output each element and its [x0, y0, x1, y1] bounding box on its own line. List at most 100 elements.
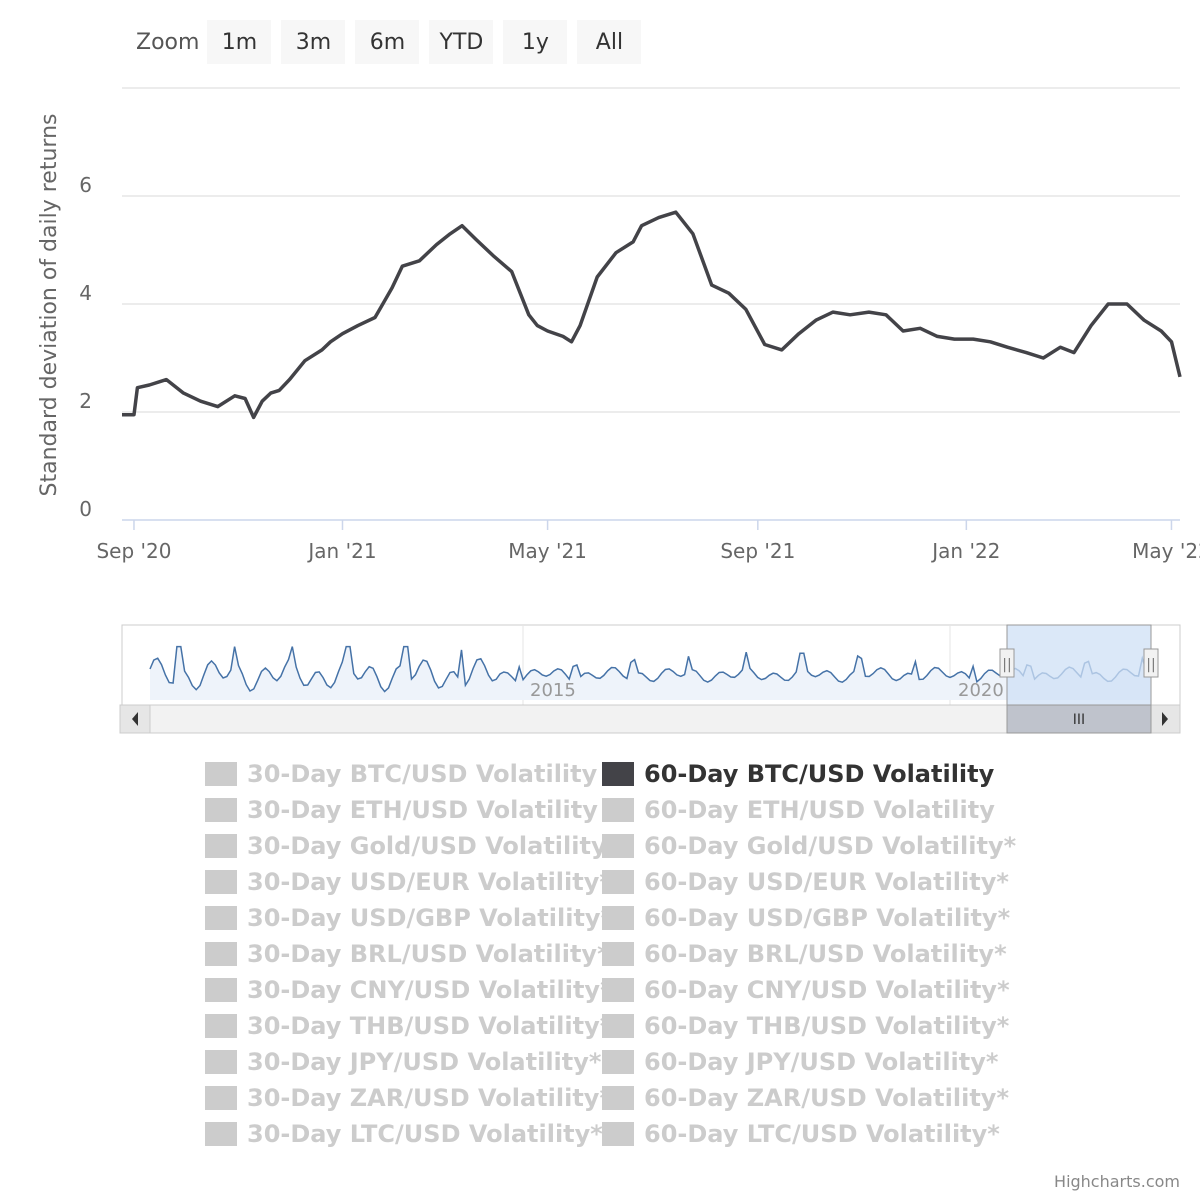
y-axis-title: Standard deviation of daily returns [37, 114, 62, 497]
legend-label: 60-Day ZAR/USD Volatility* [644, 1084, 1010, 1112]
handle-grip-icon: || [1002, 657, 1011, 673]
legend-swatch [205, 798, 237, 822]
legend-item[interactable]: 60-Day BTC/USD Volatility [602, 760, 994, 788]
x-tick-label: Jan '22 [930, 539, 1000, 563]
legend-item[interactable]: 30-Day BRL/USD Volatility* [205, 940, 610, 968]
legend-label: 60-Day LTC/USD Volatility* [644, 1120, 1000, 1148]
legend-label: 30-Day ETH/USD Volatility [247, 796, 598, 824]
zoom-1m-button[interactable]: 1m [207, 20, 272, 64]
x-tick-label: Sep '20 [96, 539, 171, 563]
navigator-year-label: 2015 [530, 680, 576, 701]
x-tick-label: Sep '21 [720, 539, 795, 563]
navigator-series-line [149, 645, 1151, 693]
main-chart: 0 2 4 6 Sep '20 Jan '21 May '21 Sep '21 Jan '22… [37, 87, 1200, 563]
legend-label: 60-Day BTC/USD Volatility [644, 760, 995, 788]
legend-swatch [205, 942, 237, 966]
zoom-6m-button[interactable]: 6m [355, 20, 420, 64]
zoom-ytd-button[interactable]: YTD [429, 20, 494, 64]
legend-label: 30-Day USD/GBP Volatility* [247, 904, 614, 932]
legend-item[interactable]: 60-Day THB/USD Volatility* [602, 1012, 1009, 1040]
navigator-series-area [150, 646, 1150, 700]
zoom-3m-button[interactable]: 3m [281, 20, 346, 64]
legend-swatch [205, 1122, 237, 1146]
navigator-left-handle[interactable]: || [999, 648, 1015, 678]
legend-swatch [205, 834, 237, 858]
legend-item[interactable]: 30-Day ZAR/USD Volatility* [205, 1084, 612, 1112]
legend-label: 30-Day CNY/USD Volatility* [247, 976, 613, 1004]
legend-item[interactable]: 60-Day CNY/USD Volatility* [602, 976, 1010, 1004]
legend-label: 30-Day Gold/USD Volatility* [247, 832, 620, 860]
legend-swatch [205, 870, 237, 894]
x-tick-label: May '22 [1132, 539, 1200, 563]
legend-swatch [205, 978, 237, 1002]
legend-item[interactable]: 60-Day ETH/USD Volatility [602, 796, 995, 824]
series-line-60d-btc[interactable] [122, 210, 1182, 420]
zoom-1y-button[interactable]: 1y [503, 20, 568, 64]
legend-label: 30-Day JPY/USD Volatility* [247, 1048, 602, 1076]
legend-label: 60-Day Gold/USD Volatility* [644, 832, 1017, 860]
legend-item[interactable]: 30-Day THB/USD Volatility* [205, 1012, 612, 1040]
x-tick-label: May '21 [508, 539, 587, 563]
legend-label: 60-Day CNY/USD Volatility* [644, 976, 1010, 1004]
legend-swatch [602, 1086, 634, 1110]
legend-swatch [602, 798, 634, 822]
y-tick-label: 0 [79, 497, 92, 521]
x-axis: Sep '20 Jan '21 May '21 Sep '21 Jan '22 May '… [96, 519, 1200, 563]
legend-swatch [602, 942, 634, 966]
series-layer [122, 210, 1182, 420]
legend-label: 60-Day THB/USD Volatility* [644, 1012, 1010, 1040]
legend-item[interactable]: 60-Day USD/EUR Volatility* [602, 868, 1009, 896]
legend-label: 30-Day USD/EUR Volatility* [247, 868, 612, 896]
scrollbar-thumb[interactable] [1006, 704, 1152, 734]
legend-item[interactable]: 30-Day ETH/USD Volatility [205, 796, 598, 824]
legend-item[interactable]: 60-Day JPY/USD Volatility* [602, 1048, 998, 1076]
y-tick-label: 4 [79, 281, 92, 305]
legend-item[interactable]: 60-Day ZAR/USD Volatility* [602, 1084, 1009, 1112]
legend-item[interactable]: 30-Day CNY/USD Volatility* [205, 976, 613, 1004]
arrow-left-icon [132, 712, 138, 726]
scrollbar-grip-icon: III [1073, 712, 1085, 728]
legend-item[interactable]: 60-Day LTC/USD Volatility* [602, 1120, 1000, 1148]
range-selector: Zoom 1m 3m 6m YTD 1y All [122, 20, 651, 64]
legend-swatch [602, 1122, 634, 1146]
handle-grip-icon: || [1146, 657, 1155, 673]
x-tick-label: Jan '21 [306, 539, 376, 563]
y-tick-label: 6 [79, 173, 92, 197]
legend-label: 30-Day BTC/USD Volatility [247, 760, 598, 788]
legend-label: 30-Day LTC/USD Volatility* [247, 1120, 603, 1148]
legend-swatch [205, 1050, 237, 1074]
legend-label: 60-Day USD/EUR Volatility* [644, 868, 1009, 896]
y-axis-ticks: 0 2 4 6 [79, 173, 92, 521]
legend-item[interactable]: 60-Day BRL/USD Volatility* [602, 940, 1007, 968]
legend-label: 60-Day ETH/USD Volatility [644, 796, 995, 824]
legend-item[interactable]: 60-Day Gold/USD Volatility* [602, 832, 1016, 860]
legend-item[interactable]: 30-Day USD/GBP Volatility* [205, 904, 613, 932]
legend-label: 60-Day USD/GBP Volatility* [644, 904, 1011, 932]
legend-swatch [602, 906, 634, 930]
scrollbar-track[interactable] [119, 704, 1181, 734]
legend-swatch [205, 762, 237, 786]
legend-item[interactable]: 30-Day BTC/USD Volatility [205, 760, 597, 788]
legend-item[interactable]: 30-Day JPY/USD Volatility* [205, 1048, 601, 1076]
credits-link[interactable]: Highcharts.com [1054, 1172, 1180, 1191]
legend-label: 60-Day BRL/USD Volatility* [644, 940, 1007, 968]
navigator-right-handle[interactable]: || [1143, 648, 1159, 678]
zoom-all-button[interactable]: All [577, 20, 642, 64]
zoom-label: Zoom [136, 29, 200, 55]
legend-swatch [602, 1014, 634, 1038]
legend-item[interactable]: 60-Day USD/GBP Volatility* [602, 904, 1010, 932]
arrow-right-icon [1162, 712, 1168, 726]
grid-lines [122, 87, 1180, 413]
navigator-selected-range[interactable] [1006, 624, 1152, 706]
legend-label: 30-Day THB/USD Volatility* [247, 1012, 613, 1040]
legend-label: 30-Day BRL/USD Volatility* [247, 940, 610, 968]
legend-swatch [205, 906, 237, 930]
legend-item[interactable]: 30-Day USD/EUR Volatility* [205, 868, 612, 896]
navigator-year-label: 2020 [958, 680, 1004, 701]
legend-item[interactable]: 30-Day LTC/USD Volatility* [205, 1120, 603, 1148]
navigator[interactable]: 2015 2020 || || III [0, 0, 1200, 760]
legend-swatch [602, 978, 634, 1002]
legend-swatch [602, 834, 634, 858]
legend-item[interactable]: 30-Day Gold/USD Volatility* [205, 832, 619, 860]
legend-swatch [602, 1050, 634, 1074]
